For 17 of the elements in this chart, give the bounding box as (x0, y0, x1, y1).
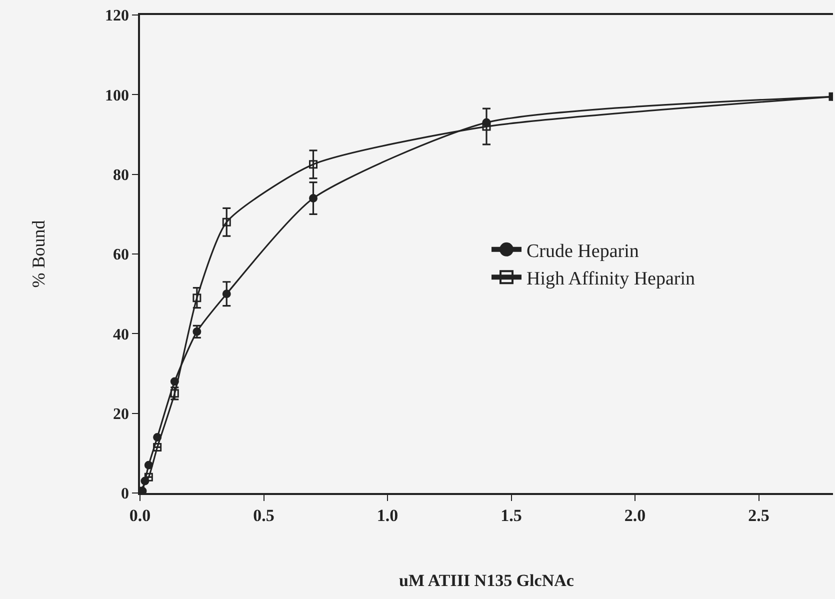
y-tick-label: 0 (121, 486, 129, 503)
legend-label: High Affinity Heparin (526, 268, 696, 290)
y-tick-label: 20 (113, 406, 129, 423)
y-axis-title: % Bound (28, 220, 49, 288)
x-tick-label: 0.5 (253, 506, 274, 526)
y-tick-label: 60 (113, 246, 129, 264)
y-tick-label: 100 (105, 87, 129, 104)
x-axis-title: uM ATIII N135 GlcNAc (399, 571, 574, 590)
y-tick-label: 120 (105, 8, 129, 25)
y-tick-label: 40 (113, 326, 129, 344)
y-tick-label: 80 (113, 166, 129, 184)
x-tick-label: 0.0 (129, 506, 151, 526)
x-tick-label: 2.5 (748, 506, 770, 526)
x-tick-label: 2.0 (624, 506, 646, 526)
x-tick-label: 1.5 (500, 506, 522, 526)
legend-label: Crude Heparin (526, 240, 640, 262)
x-tick-label: 1.0 (376, 506, 398, 526)
